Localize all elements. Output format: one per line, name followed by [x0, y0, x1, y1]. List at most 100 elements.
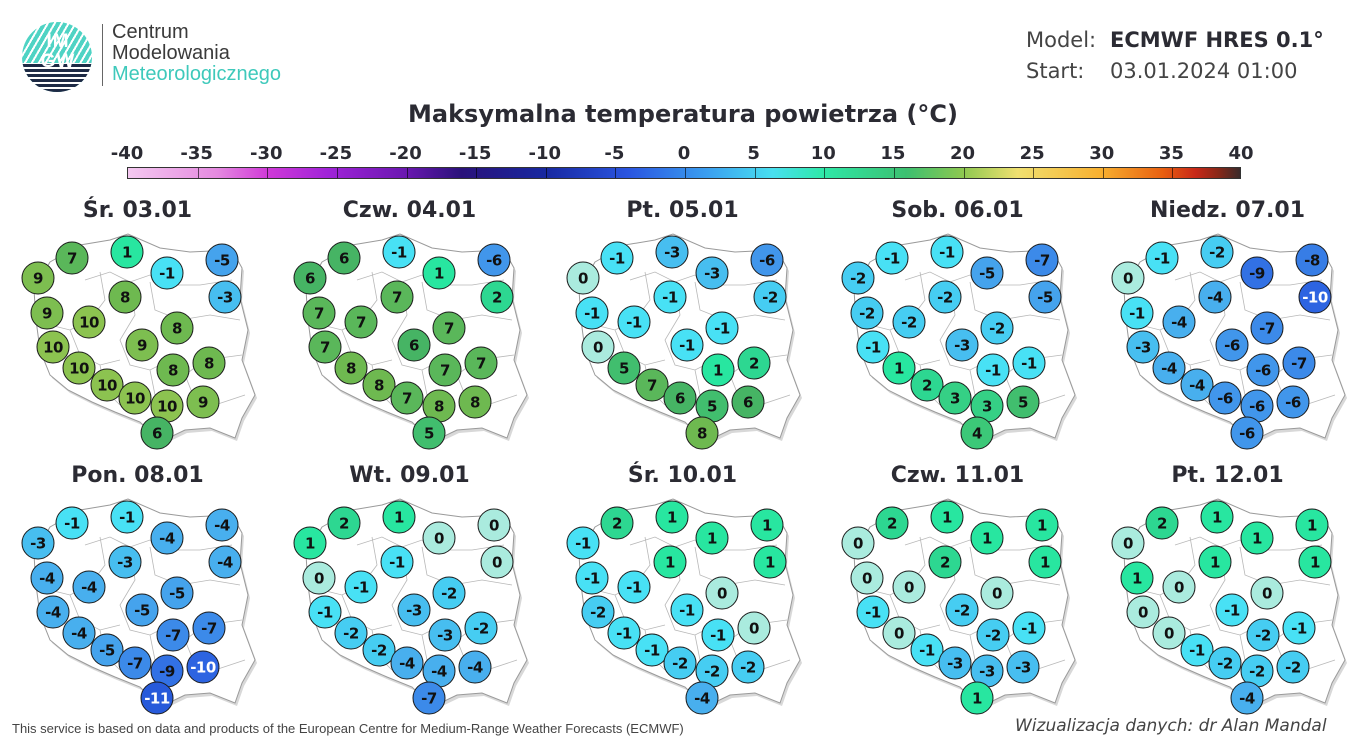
temperature-marker: 7 [344, 305, 378, 339]
forecast-panel: Śr. 10.01 1 2 -1 1 1 1 1 -1 -1 0 -2 -1 -1 0 -1 -1 -2 -2 -2-… [555, 455, 825, 720]
colorbar-tick [476, 168, 478, 178]
temperature-marker: 0 [581, 330, 615, 364]
temperature-marker: 2 [737, 346, 771, 380]
temperature-marker: -1 [600, 241, 634, 275]
colorbar-tick [615, 168, 617, 178]
temperature-marker: 9 [21, 261, 55, 295]
temperature-marker: -1 [670, 328, 704, 362]
temperature-marker: -8 [1295, 243, 1329, 277]
colorbar-tick-label: 25 [1019, 143, 1045, 164]
logo-line-3: Meteorologicznego [112, 63, 281, 85]
temperature-marker: 8 [192, 346, 226, 380]
start-label: Start: [1026, 59, 1085, 83]
temperature-marker: -5 [160, 576, 194, 610]
temperature-marker: 10 [62, 351, 96, 385]
temperature-marker: -3 [695, 256, 729, 290]
temperature-marker: -1 [617, 570, 651, 604]
forecast-panel: Sob. 06.01 -1 -1 -2 -5 -7 -2 -5 -2 -2 -2 -1 -3 -1 -1 1 2… [830, 190, 1100, 455]
temperature-marker: 10 [36, 330, 70, 364]
temperature-marker: 1 [422, 256, 456, 290]
forecast-panel: Pon. 08.01 -1 -1 -3 -4 -4 -3 -4 -4 -4 -5 -4 -5 -7 -7 -4… [10, 455, 280, 720]
temperature-marker: -4 [1230, 681, 1264, 715]
temperature-marker: -3 [208, 280, 242, 314]
temperature-marker: -4 [1152, 351, 1186, 385]
temperature-marker: 8 [334, 351, 368, 385]
temperature-marker: -4 [458, 650, 492, 684]
panel-date-title: Śr. 10.01 [627, 463, 738, 488]
temperature-marker: -1 [575, 561, 609, 595]
start-row: Start: 03.01.2024 01:00 [1026, 56, 1324, 87]
temperature-marker: 1 [750, 508, 784, 542]
temperature-marker: 5 [1006, 385, 1040, 419]
temperature-marker: 2 [327, 506, 361, 540]
temperature-marker: 2 [928, 545, 962, 579]
temperature-marker: -3 [945, 328, 979, 362]
temperature-marker: -1 [653, 280, 687, 314]
model-info: Model: ECMWF HRES 0.1° Start: 03.01.2024 0… [1026, 25, 1324, 87]
temperature-marker: 7 [432, 311, 466, 345]
temperature-marker: -2 [334, 616, 368, 650]
temperature-marker: 2 [875, 506, 909, 540]
temperature-marker: 7 [390, 381, 424, 415]
temperature-marker: 6 [731, 385, 765, 419]
temperature-marker: -7 [1250, 311, 1284, 345]
temperature-marker: -1 [635, 633, 669, 667]
colorbar-tick-label: 0 [677, 143, 691, 164]
temperature-marker: -2 [1208, 646, 1242, 680]
temperature-marker: 2 [1145, 506, 1179, 540]
temperature-marker: 6 [397, 328, 431, 362]
temperature-marker: 1 [701, 353, 735, 387]
temperature-marker: -7 [1025, 243, 1059, 277]
temperature-marker: 8 [108, 280, 142, 314]
temperature-marker: -1 [875, 241, 909, 275]
forecast-panel: Czw. 04.01 -1 6 6 1 -6 7 2 7 7 7 7 6 7 7 8 8 7 8 8 5 [282, 190, 552, 455]
temperature-marker: -2 [432, 576, 466, 610]
temperature-marker: 0 [480, 545, 514, 579]
temperature-marker: -5 [125, 593, 159, 627]
temperature-marker: -6 [1246, 353, 1280, 387]
panel-date-title: Śr. 03.01 [82, 198, 193, 223]
colorbar [127, 167, 1241, 179]
temperature-marker: -10 [1298, 280, 1332, 314]
temperature-marker: 0 [566, 261, 600, 295]
temperature-marker: 1 [293, 526, 327, 560]
temperature-marker: 1 [1028, 545, 1062, 579]
temperature-marker: -4 [685, 681, 719, 715]
temperature-marker: 0 [1111, 261, 1145, 295]
temperature-marker: 0 [737, 611, 771, 645]
temperature-marker: -3 [428, 618, 462, 652]
colorbar-tick [336, 168, 338, 178]
attribution-text: This service is based on data and produc… [12, 721, 684, 736]
temperature-marker: -1 [1012, 346, 1046, 380]
start-value: 03.01.2024 01:00 [1110, 59, 1298, 83]
panel-date-title: Pon. 08.01 [71, 463, 204, 488]
temperature-marker: -4 [30, 561, 64, 595]
temperature-marker: 1 [1120, 561, 1154, 595]
logo-divider [102, 24, 103, 86]
forecast-panel: Śr. 03.01 1 7 9 -1 -5 8 -3 9 10 8 10 9 8 8 10 10 10 10 9 6 [10, 190, 280, 455]
temperature-marker: 7 [380, 280, 414, 314]
temperature-marker: -1 [1215, 593, 1249, 627]
temperature-marker: 7 [428, 353, 462, 387]
temperature-marker: 9 [186, 385, 220, 419]
model-label: Model: [1026, 28, 1097, 52]
logo-letters-bottom: GW [40, 51, 76, 72]
temperature-marker: -9 [1240, 256, 1274, 290]
temperature-marker: 0 [980, 576, 1014, 610]
colorbar-tick [963, 168, 965, 178]
temperature-marker: 0 [892, 570, 926, 604]
temperature-marker: 0 [477, 508, 511, 542]
temperature-marker: -2 [841, 261, 875, 295]
colorbar-tick [197, 168, 199, 178]
colorbar-tick-label: 5 [747, 143, 760, 164]
temperature-marker: 0 [705, 576, 739, 610]
temperature-marker: -1 [1120, 296, 1154, 330]
temperature-marker: 7 [635, 368, 669, 402]
temperature-marker: 1 [753, 545, 787, 579]
temperature-marker: 8 [458, 385, 492, 419]
colorbar-tick [406, 168, 408, 178]
colorbar-tick-label: 35 [1158, 143, 1184, 164]
temperature-marker: -2 [980, 311, 1014, 345]
colorbar-tick [545, 168, 547, 178]
temperature-marker: 0 [1250, 576, 1284, 610]
